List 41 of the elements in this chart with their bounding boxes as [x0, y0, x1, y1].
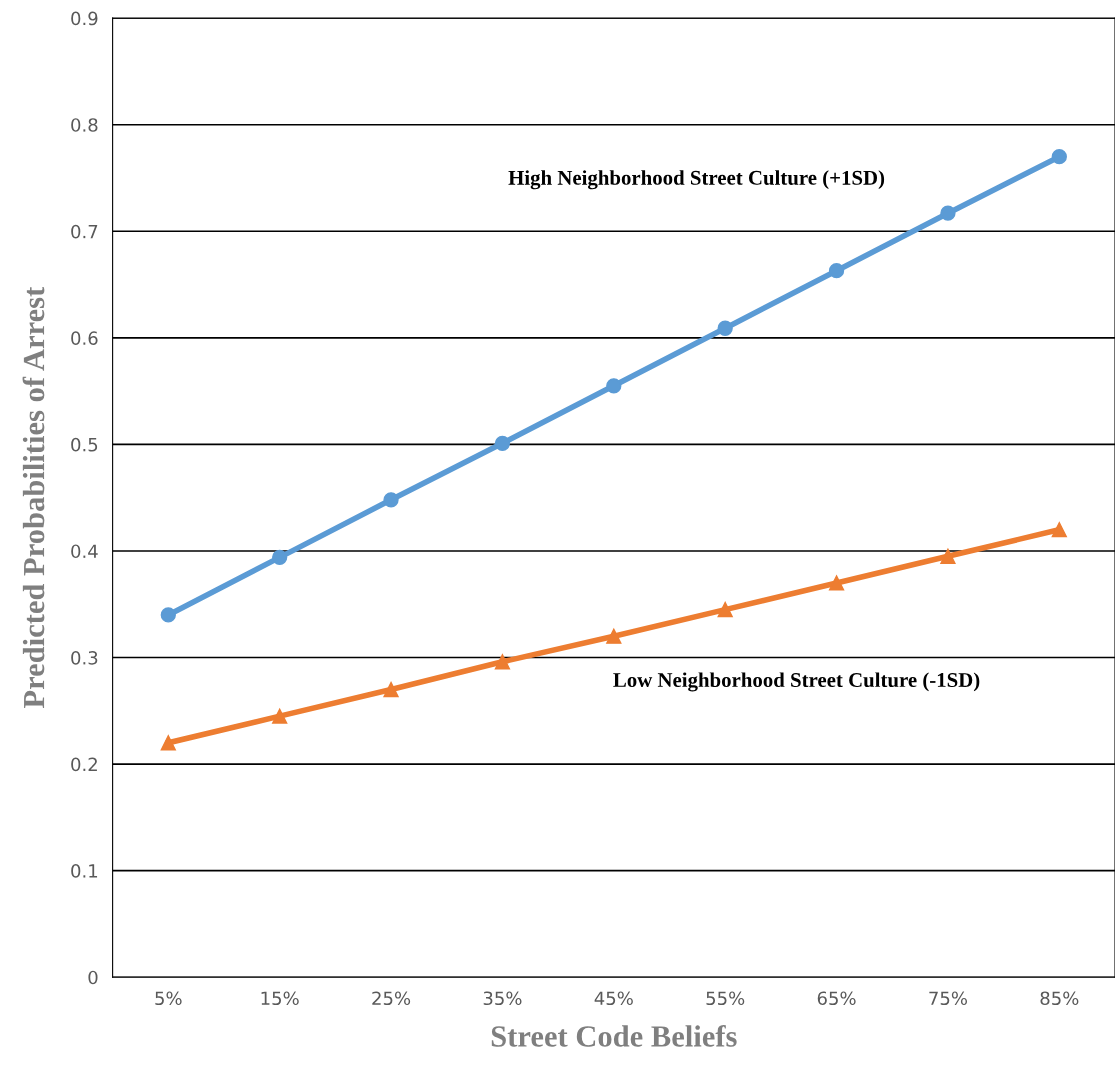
- x-tick-label: 75%: [929, 991, 967, 1006]
- x-tick-label: 85%: [1040, 991, 1079, 1006]
- x-tick-label: 65%: [817, 991, 856, 1006]
- text: High Neighborhood Street Culture (+1SD): [508, 170, 885, 190]
- point: [494, 654, 511, 670]
- x-tick-label: 55%: [706, 991, 745, 1006]
- y-axis-title: Predicted Probabilities of Arrest: [22, 286, 45, 709]
- point: [160, 607, 176, 623]
- point: [940, 548, 956, 564]
- point: [606, 378, 622, 394]
- point: [160, 735, 176, 751]
- y-tick-label: 0.3: [71, 650, 98, 665]
- y-tick-label: 0.1: [71, 864, 98, 878]
- x-tick-label: 25%: [372, 991, 411, 1006]
- point: [717, 601, 733, 618]
- y-tick-label: 0: [88, 970, 98, 985]
- y-tick-label: 0.8: [71, 118, 98, 132]
- y-tick-label: 0.2: [71, 757, 97, 772]
- point: [272, 549, 288, 566]
- y-tick-label: 0.7: [71, 224, 98, 239]
- x-axis-title: Street Code Beliefs: [491, 1024, 737, 1047]
- y-tick-label: 0.9: [71, 11, 98, 26]
- point: [940, 205, 956, 221]
- point: [606, 628, 622, 644]
- point: [272, 708, 288, 724]
- x-tick-label: 35%: [483, 991, 522, 1006]
- point: [1051, 522, 1067, 538]
- x-tick-label: 45%: [594, 991, 633, 1006]
- y-tick-label: 0.6: [71, 331, 98, 345]
- y-tick-label: 0.5: [71, 437, 98, 452]
- point: [1051, 149, 1067, 165]
- y-tick-label: 0.4: [71, 544, 98, 559]
- point: [494, 435, 511, 451]
- point: [383, 681, 399, 698]
- series-label: Low Neighborhood Street Culture (-1SD): [613, 672, 980, 692]
- point: [828, 263, 845, 279]
- point: [717, 320, 733, 336]
- x-tick-label: 5%: [155, 991, 182, 1006]
- x-tick-label: 15%: [261, 991, 299, 1006]
- point: [828, 575, 845, 591]
- point: [383, 492, 399, 508]
